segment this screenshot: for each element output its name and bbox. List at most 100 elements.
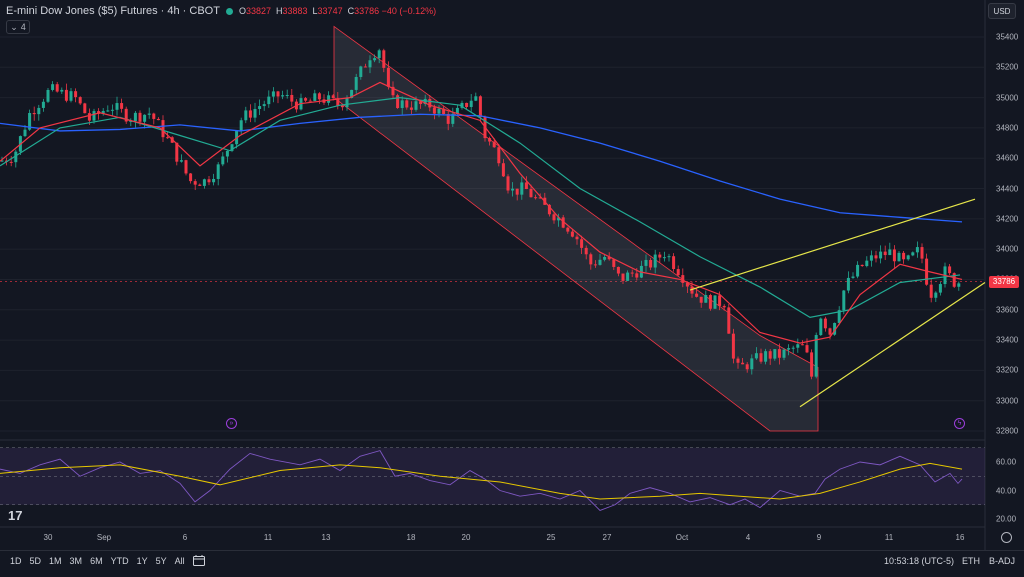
candle-body xyxy=(603,256,607,260)
candle-body xyxy=(221,156,225,165)
timeframe-button[interactable]: All xyxy=(174,556,185,566)
price-tick-label: 33400 xyxy=(996,335,1019,345)
candle-body xyxy=(837,310,841,323)
candle-body xyxy=(83,103,87,114)
candle-body xyxy=(276,91,280,97)
candle-body xyxy=(695,293,699,297)
candle-body xyxy=(327,95,331,103)
candle-body xyxy=(262,104,266,107)
candle-body xyxy=(796,344,800,348)
candle-body xyxy=(474,96,478,101)
currency-button[interactable]: USD xyxy=(988,3,1016,19)
symbol-title[interactable]: E-mini Dow Jones ($5) Futures · 4h · CBO… xyxy=(6,5,220,17)
price-tick-label: 33600 xyxy=(996,305,1019,315)
candle-body xyxy=(359,66,363,77)
candle-body xyxy=(281,95,285,97)
calendar-range-icon[interactable] xyxy=(192,554,206,572)
candle-body xyxy=(874,255,878,259)
candle-body xyxy=(529,188,533,198)
candle-body xyxy=(819,318,823,336)
candle-body xyxy=(727,307,731,334)
adjustment-button[interactable]: B-ADJ xyxy=(989,556,1016,566)
time-tick-label: 20 xyxy=(461,533,471,542)
lightning-circle-icon[interactable]: ϟ xyxy=(954,418,965,429)
rsi-tick-label: 40.00 xyxy=(996,486,1017,495)
candle-body xyxy=(635,273,639,278)
clock-time[interactable]: 10:53:18 (UTC-5) xyxy=(884,556,955,566)
chart-header: E-mini Dow Jones ($5) Futures · 4h · CBO… xyxy=(6,4,436,18)
candle-body xyxy=(64,89,68,101)
candle-body xyxy=(906,255,910,260)
candle-body xyxy=(331,95,335,99)
candle-body xyxy=(184,160,188,174)
candle-body xyxy=(731,333,735,359)
candle-body xyxy=(869,255,873,261)
candle-body xyxy=(400,100,404,109)
timeframe-button[interactable]: 1D xyxy=(10,556,22,566)
candle-body xyxy=(60,89,64,92)
candle-body xyxy=(469,100,473,107)
wedge-upper-line xyxy=(689,198,976,291)
time-tick-label: Sep xyxy=(96,533,112,542)
candle-body xyxy=(575,236,579,240)
session-button[interactable]: ETH xyxy=(962,556,980,566)
candle-body xyxy=(938,284,942,293)
candle-body xyxy=(787,348,791,350)
arrow-right-circle-icon[interactable]: » xyxy=(226,418,237,429)
timeframe-button[interactable]: 6M xyxy=(90,556,103,566)
price-tick-label: 33200 xyxy=(996,365,1019,375)
candle-body xyxy=(598,259,602,265)
tradingview-logo[interactable]: 17 xyxy=(8,508,23,523)
candle-body xyxy=(285,94,289,96)
candle-body xyxy=(87,113,91,121)
candle-body xyxy=(501,163,505,177)
candle-body xyxy=(460,102,464,108)
candle-body xyxy=(630,272,634,274)
timeframe-button[interactable]: YTD xyxy=(110,556,129,566)
candle-body xyxy=(649,259,653,268)
candle-body xyxy=(143,114,147,122)
time-tick-label: 27 xyxy=(602,533,612,542)
settings-icon[interactable] xyxy=(1001,532,1012,543)
candle-body xyxy=(308,100,312,102)
timeframe-button[interactable]: 1M xyxy=(49,556,62,566)
candle-body xyxy=(911,252,915,256)
candle-body xyxy=(377,50,381,59)
candle-body xyxy=(865,260,869,267)
close-value: 33786 −40 (−0.12%) xyxy=(354,6,437,16)
candle-body xyxy=(667,256,671,258)
candle-body xyxy=(511,188,515,191)
candle-body xyxy=(506,176,510,191)
candle-body xyxy=(566,227,570,232)
candle-body xyxy=(46,89,50,102)
candle-body xyxy=(161,120,165,138)
candle-body xyxy=(534,197,538,199)
time-tick-label: 11 xyxy=(884,533,894,542)
time-tick-label: 9 xyxy=(816,533,822,542)
time-tick-label: 6 xyxy=(182,533,188,542)
price-tick-label: 35000 xyxy=(996,93,1019,103)
candle-body xyxy=(800,344,804,346)
price-tick-label: 34800 xyxy=(996,123,1019,133)
candle-body xyxy=(106,110,110,112)
candle-body xyxy=(336,98,340,106)
time-tick-label: 11 xyxy=(263,533,273,542)
candle-body xyxy=(175,142,179,162)
candle-body xyxy=(524,182,528,189)
candle-body xyxy=(612,259,616,267)
timeframe-button[interactable]: 5D xyxy=(29,556,42,566)
candle-body xyxy=(616,266,620,274)
rsi-pane xyxy=(0,450,963,511)
timeframe-button[interactable]: 5Y xyxy=(155,556,167,566)
timeframe-button[interactable]: 3M xyxy=(69,556,83,566)
candle-body xyxy=(557,217,561,221)
indicator-collapse-button[interactable]: ⌄ 4 xyxy=(6,20,30,34)
candle-body xyxy=(773,349,777,359)
rsi-ma-line xyxy=(0,462,963,500)
timeframe-button[interactable]: 1Y xyxy=(136,556,148,566)
candle-body xyxy=(345,97,349,108)
candle-body xyxy=(764,351,768,362)
candle-body xyxy=(152,113,156,119)
candle-body xyxy=(78,97,82,104)
